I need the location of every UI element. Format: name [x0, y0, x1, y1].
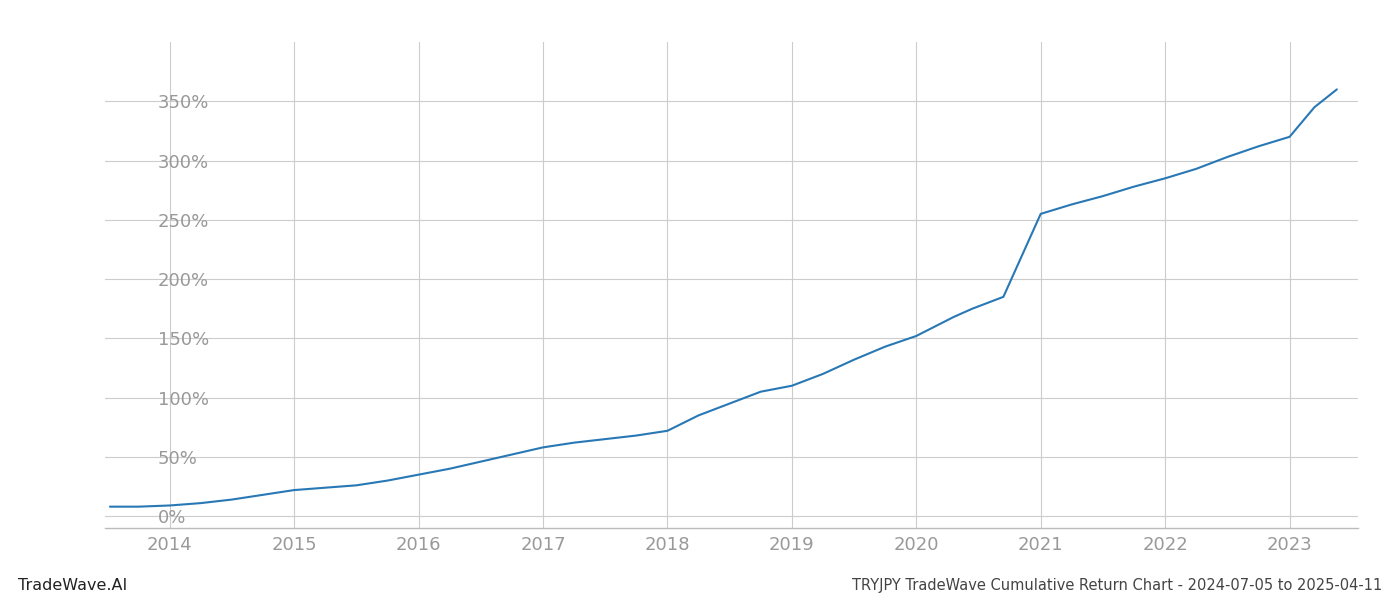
Text: TRYJPY TradeWave Cumulative Return Chart - 2024-07-05 to 2025-04-11: TRYJPY TradeWave Cumulative Return Chart…: [851, 578, 1382, 593]
Text: TradeWave.AI: TradeWave.AI: [18, 578, 127, 593]
